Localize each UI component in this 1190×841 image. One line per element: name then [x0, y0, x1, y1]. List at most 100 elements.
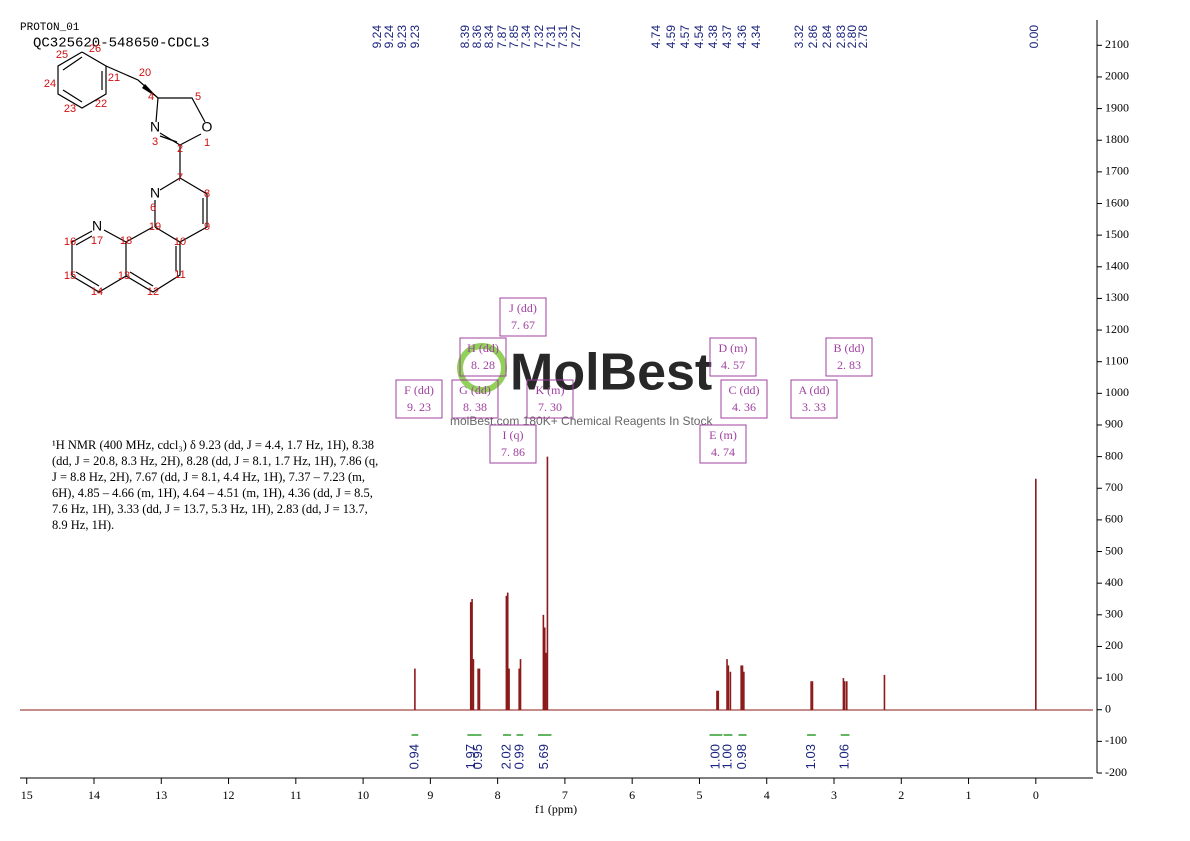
x-tick-label: 4	[764, 788, 770, 802]
integral-label: 1.97	[463, 744, 478, 769]
y-tick-label: 400	[1105, 575, 1123, 589]
peak-label: 0.00	[1027, 25, 1041, 49]
integral-label: 5.69	[536, 744, 551, 769]
peak-label: 4.34	[749, 25, 763, 49]
multiplet-label: B (dd)	[834, 341, 865, 355]
atom-number: 1	[204, 137, 210, 149]
y-tick-label: 1400	[1105, 259, 1129, 273]
x-tick-label: 13	[155, 788, 167, 802]
multiplet-box	[720, 379, 768, 419]
atom-number: 10	[174, 236, 186, 248]
atom-number: 17	[91, 235, 103, 247]
atom-number: 2	[177, 143, 183, 155]
integral-label: 1.06	[837, 744, 852, 769]
y-tick-label: 1100	[1105, 353, 1129, 367]
multiplet-label: F (dd)	[404, 383, 434, 397]
x-tick-label: 5	[696, 788, 702, 802]
y-tick-label: 1700	[1105, 164, 1129, 178]
y-tick-label: 2000	[1105, 69, 1129, 83]
spectrum-title: PROTON_01	[20, 22, 80, 34]
multiplet-label: J (dd)	[509, 301, 537, 315]
peak-label: 2.80	[845, 25, 859, 49]
sample-name: QC325620-548650-CDCL3	[33, 36, 209, 52]
x-tick-label: 8	[495, 788, 501, 802]
atom-number: 19	[149, 221, 161, 233]
y-tick-label: -200	[1105, 765, 1127, 779]
y-tick-label: 1200	[1105, 322, 1129, 336]
multiplet-shift: 7. 30	[538, 400, 562, 414]
peak-label: 2.84	[820, 25, 834, 49]
x-tick-label: 9	[427, 788, 433, 802]
multiplet-shift: 2. 83	[837, 358, 861, 372]
multiplet-box	[825, 337, 873, 377]
multiplet-label: I (q)	[503, 428, 524, 442]
atom-number: 24	[44, 78, 56, 90]
peak-label: 7.32	[532, 25, 546, 49]
multiplet-shift: 4. 57	[721, 358, 745, 372]
atom-number: 7	[177, 172, 183, 184]
atom-number: 22	[95, 98, 107, 110]
y-tick-label: 500	[1105, 543, 1123, 557]
y-tick-label: 900	[1105, 417, 1123, 431]
multiplet-box	[489, 424, 537, 464]
x-tick-label: 3	[831, 788, 837, 802]
y-tick-label: 1600	[1105, 195, 1129, 209]
atom-number: 9	[204, 221, 210, 233]
y-tick-label: 200	[1105, 638, 1123, 652]
peak-label: 4.59	[664, 25, 678, 49]
multiplet-box	[499, 297, 547, 337]
integral-label: 0.94	[406, 744, 421, 769]
multiplet-box	[699, 424, 747, 464]
multiplet-shift: 4. 74	[711, 445, 735, 459]
peak-label: 7.27	[569, 25, 583, 49]
integral-label: 0.98	[734, 744, 749, 769]
integral-label: 2.02	[498, 744, 513, 769]
multiplet-shift: 3. 33	[802, 400, 826, 414]
peak-label: 2.78	[856, 25, 870, 49]
y-tick-label: 1000	[1105, 385, 1129, 399]
atom-number: 20	[139, 67, 151, 79]
atom-number: 15	[64, 270, 76, 282]
multiplet-shift: 7. 86	[501, 445, 525, 459]
x-tick-label: 14	[88, 788, 100, 802]
multiplet-box	[459, 337, 507, 377]
multiplet-label: H (dd)	[467, 341, 499, 355]
peak-label: 7.87	[495, 25, 509, 49]
peak-label: 7.31	[544, 25, 558, 49]
peak-label: 8.36	[470, 25, 484, 49]
y-tick-label: 1900	[1105, 100, 1129, 114]
peak-label: 4.74	[649, 25, 663, 49]
multiplet-label: D (m)	[719, 341, 748, 355]
atom-number: 12	[147, 286, 159, 298]
multiplet-label: E (m)	[709, 428, 737, 442]
atom-number: 13	[118, 270, 130, 282]
atom-label: N	[150, 119, 160, 135]
multiplet-label: K (m)	[536, 383, 565, 397]
x-tick-label: 12	[223, 788, 235, 802]
atom-number: 23	[64, 103, 76, 115]
integral-label: 0.99	[511, 744, 526, 769]
atom-number: 25	[56, 49, 68, 61]
atom-number: 18	[120, 235, 132, 247]
watermark-logo: MolBest	[510, 344, 712, 402]
peak-label: 7.31	[556, 25, 570, 49]
atom-number: 21	[108, 72, 120, 84]
y-tick-label: 800	[1105, 448, 1123, 462]
peak-label: 7.85	[507, 25, 521, 49]
peak-label: 9.23	[395, 25, 409, 49]
multiplet-box	[790, 379, 838, 419]
multiplet-label: C (dd)	[729, 383, 760, 397]
multiplet-shift: 4. 36	[732, 400, 756, 414]
nmr-description: ¹H NMR (400 MHz, cdcl₃) δ 9.23 (dd, J = …	[52, 438, 379, 532]
multiplet-shift: 8. 38	[463, 400, 487, 414]
atom-number: 16	[64, 236, 76, 248]
peak-label: 4.54	[692, 25, 706, 49]
wedge-bond	[142, 84, 158, 98]
y-tick-label: 300	[1105, 607, 1123, 621]
y-tick-label: -100	[1105, 733, 1127, 747]
peak-label: 4.38	[706, 25, 720, 49]
atom-label: N	[150, 185, 160, 201]
multiplet-shift: 7. 67	[511, 318, 535, 332]
